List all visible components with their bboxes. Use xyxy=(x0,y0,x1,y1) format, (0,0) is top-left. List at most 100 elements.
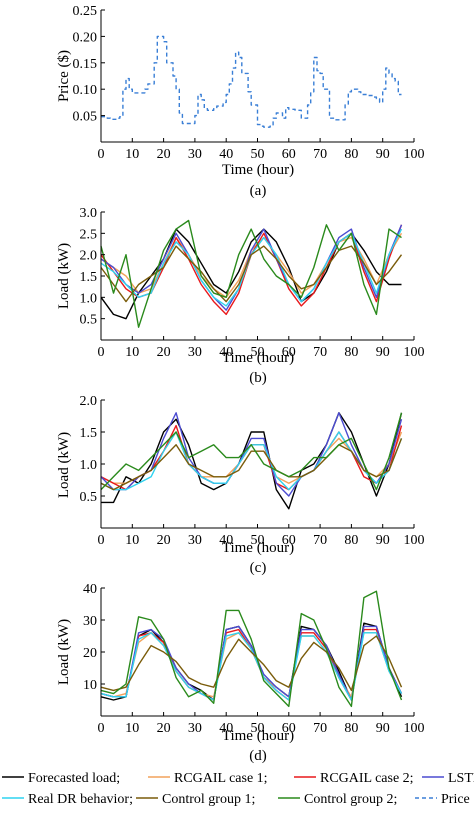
x-tick-label: 50 xyxy=(251,345,265,360)
series-line-control1 xyxy=(100,438,403,491)
series-line-price xyxy=(101,35,402,128)
panel-label: (c) xyxy=(250,560,267,576)
y-axis-label: Load (kW) xyxy=(56,619,72,685)
x-axis-label: Time (hour) xyxy=(222,728,294,744)
y-tick-label: 0.25 xyxy=(73,4,98,19)
y-tick-label: 10 xyxy=(83,678,97,693)
x-tick-label: 10 xyxy=(125,533,139,548)
x-tick-label: 70 xyxy=(313,721,327,736)
x-tick-label: 90 xyxy=(376,533,390,548)
x-axis-label: Time (hour) xyxy=(222,350,294,366)
x-tick-label: 100 xyxy=(404,147,425,162)
x-tick-label: 90 xyxy=(376,345,390,360)
x-tick-label: 30 xyxy=(188,721,202,736)
chart-panel: 0 10 20 30 40 50 60 70 80 90 100 0.05 0.10 0.15 0.20 0.… xyxy=(56,4,425,199)
x-tick-label: 40 xyxy=(219,533,233,548)
x-tick-label: 70 xyxy=(313,345,327,360)
x-tick-label: 0 xyxy=(98,721,105,736)
y-axis-label: Load (kW) xyxy=(56,432,72,498)
series-line-control1 xyxy=(100,245,403,303)
series-line-control1 xyxy=(100,635,403,692)
x-tick-label: 40 xyxy=(219,721,233,736)
series-line-forecast xyxy=(101,412,403,510)
y-tick-label: 2.5 xyxy=(80,227,98,242)
legend-label: Price xyxy=(441,792,470,807)
x-tick-label: 80 xyxy=(344,147,358,162)
legend-item-rcgail2: RCGAIL case 2; xyxy=(294,771,414,786)
chart-panel: 0 10 20 30 40 50 60 70 80 90 100 0.5 1.0 1.5 2.0 Time (… xyxy=(56,394,425,576)
panels-container: 0 10 20 30 40 50 60 70 80 90 1000.050.100.150.200.… xyxy=(56,4,425,764)
x-tick-label: 50 xyxy=(251,721,265,736)
y-tick-label: 1.0 xyxy=(80,291,98,306)
chart-panel: 0 10 20 30 40 50 60 70 80 90 100 0.5 1.0 1.5 2.0 2.5 3.0… xyxy=(56,206,425,386)
legend-label: RCGAIL case 1; xyxy=(174,771,268,786)
y-tick-label: 0.5 xyxy=(80,490,98,505)
x-tick-label: 90 xyxy=(376,147,390,162)
x-tick-label: 20 xyxy=(157,533,171,548)
legend-item-control2: Control group 2; xyxy=(278,792,397,807)
legend-label: Control group 1; xyxy=(162,792,255,807)
x-tick-label: 10 xyxy=(125,147,139,162)
y-axis-label: Price ($) xyxy=(56,50,72,102)
x-tick-label: 100 xyxy=(404,721,425,736)
legend-label: Real DR behavior; xyxy=(28,792,133,807)
x-tick-label: 90 xyxy=(376,721,390,736)
y-tick-label: 1.5 xyxy=(80,426,98,441)
series-line-lstm xyxy=(100,224,403,311)
panel-label: (b) xyxy=(249,370,267,386)
x-axis-label: Time (hour) xyxy=(222,162,294,178)
y-tick-label: 1.5 xyxy=(80,270,98,285)
y-tick-label: 0.10 xyxy=(73,83,98,98)
x-tick-label: 60 xyxy=(282,533,296,548)
x-tick-label: 80 xyxy=(344,533,358,548)
series-line-lstm xyxy=(100,412,403,497)
y-axis-label: Load (kW) xyxy=(56,243,72,309)
legend-label: Control group 2; xyxy=(304,792,397,807)
legend-label: Forecasted load; xyxy=(28,771,120,786)
legend-item-control1: Control group 1; xyxy=(136,792,255,807)
x-tick-label: 20 xyxy=(157,147,171,162)
series-line-rcgail2 xyxy=(100,224,403,316)
legend-item-price: Price xyxy=(415,792,470,807)
legend-label: RCGAIL case 2; xyxy=(320,771,414,786)
x-tick-label: 60 xyxy=(282,147,296,162)
x-tick-label: 60 xyxy=(282,721,296,736)
y-tick-label: 2.0 xyxy=(80,249,98,264)
y-tick-label: 2.0 xyxy=(80,394,98,409)
y-tick-label: 0.15 xyxy=(73,57,98,72)
y-tick-label: 0.05 xyxy=(73,110,98,125)
y-tick-label: 30 xyxy=(83,614,97,629)
legend-item-forecast: Forecasted load; xyxy=(2,771,120,786)
legend-item-rcgail1: RCGAIL case 1; xyxy=(148,771,268,786)
x-tick-label: 20 xyxy=(157,345,171,360)
x-tick-label: 0 xyxy=(98,147,105,162)
x-axis-label: Time (hour) xyxy=(222,540,294,556)
legend-label: LSTM xyxy=(448,771,474,786)
y-tick-label: 3.0 xyxy=(80,206,98,221)
y-tick-label: 1.0 xyxy=(80,458,98,473)
x-tick-label: 10 xyxy=(125,345,139,360)
x-tick-label: 80 xyxy=(344,345,358,360)
x-tick-label: 30 xyxy=(188,147,202,162)
x-tick-label: 20 xyxy=(157,721,171,736)
panel-label: (d) xyxy=(249,748,267,764)
x-tick-label: 60 xyxy=(282,345,296,360)
x-tick-label: 50 xyxy=(251,147,265,162)
y-tick-label: 20 xyxy=(83,646,97,661)
y-tick-label: 0.20 xyxy=(73,30,98,45)
series-line-control2 xyxy=(100,590,403,708)
x-tick-label: 30 xyxy=(188,345,202,360)
series-line-control2 xyxy=(100,219,402,328)
x-tick-label: 70 xyxy=(313,147,327,162)
x-tick-label: 0 xyxy=(98,345,105,360)
legend-item-real_dr: Real DR behavior; xyxy=(2,792,133,807)
x-tick-label: 0 xyxy=(98,533,105,548)
legend-item-lstm: LSTM xyxy=(422,771,474,786)
x-tick-label: 40 xyxy=(219,345,233,360)
x-tick-label: 100 xyxy=(404,533,425,548)
y-tick-label: 0.5 xyxy=(80,313,98,328)
series-line-control2 xyxy=(100,412,403,491)
y-tick-label: 40 xyxy=(83,582,97,597)
